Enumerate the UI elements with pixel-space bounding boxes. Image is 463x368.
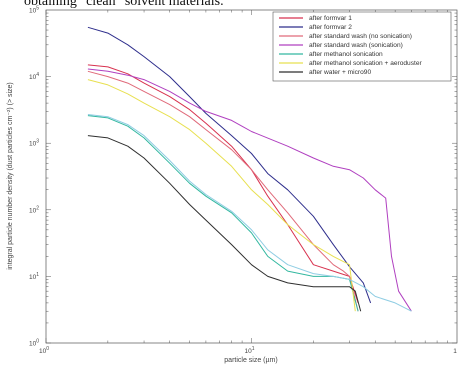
series-line-7 — [87, 135, 362, 312]
y-tick-label: 105 — [29, 6, 39, 15]
series-lines — [87, 26, 412, 312]
series-line-4 — [87, 68, 412, 312]
legend-item: after methanol sonication — [279, 51, 383, 58]
legend-item: after standard wash (sonication) — [279, 42, 403, 49]
legend-label: after methanol sonication + aeroduster — [309, 60, 423, 67]
x-tick-label: 100 — [39, 346, 49, 355]
legend-box — [272, 11, 452, 82]
legend-item: after methanol sonication + aeroduster — [279, 60, 423, 67]
legend-item: after formvar 1 — [279, 15, 352, 22]
y-tick-label: 100 — [29, 339, 39, 348]
x-tick-label: 101 — [244, 346, 254, 355]
series-line-8 — [87, 114, 412, 312]
tick-labels: 100 101 1 100 101 102 103 104 105 — [29, 6, 457, 356]
series-line-6 — [87, 79, 356, 312]
y-tick-label: 101 — [29, 272, 39, 281]
legend-label: after standard wash (sonication) — [309, 42, 403, 49]
y-tick-label: 104 — [29, 72, 39, 81]
series-line-5 — [87, 115, 359, 312]
series-line-2 — [87, 26, 372, 304]
tick-marks — [45, 10, 457, 344]
legend-item: after water + micro90 — [279, 69, 371, 76]
y-tick-label: 102 — [29, 205, 39, 214]
series-line-3 — [87, 70, 359, 312]
legend-label: after water + micro90 — [309, 69, 371, 76]
x-axis-label: particle size (µm) — [224, 357, 277, 364]
legend: after formvar 1 after formvar 2 after stan… — [272, 11, 452, 82]
legend-label: after standard wash (no sonication) — [309, 33, 412, 40]
legend-item: after formvar 2 — [279, 24, 352, 31]
legend-label: after formvar 1 — [309, 15, 352, 22]
legend-label: after formvar 2 — [309, 24, 352, 31]
x-tick-label: 1 — [453, 348, 457, 355]
y-tick-label: 103 — [29, 139, 39, 148]
y-axis-label: integral particle number density (dust p… — [7, 82, 14, 270]
legend-item: after standard wash (no sonication) — [279, 33, 412, 40]
legend-label: after methanol sonication — [309, 51, 383, 58]
top-caption: obtaining "clean" solvent materials. — [24, 0, 224, 9]
